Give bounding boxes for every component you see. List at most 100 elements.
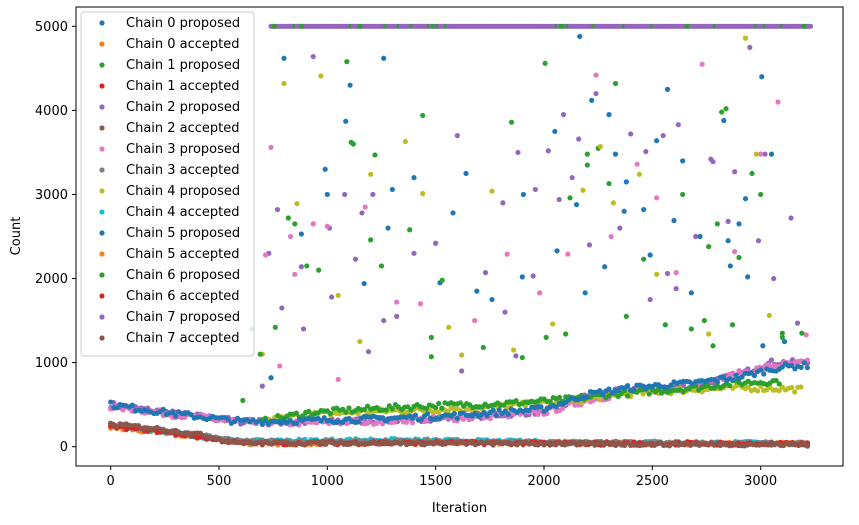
data-point (318, 73, 324, 79)
data-point (654, 195, 660, 201)
series-12 (240, 109, 805, 404)
data-point (519, 274, 525, 280)
data-point (688, 290, 694, 296)
data-point (463, 170, 469, 177)
band-point (327, 410, 334, 417)
band-point (553, 404, 559, 410)
band-point (754, 388, 761, 394)
y-axis-label: Count (9, 217, 24, 256)
data-point (335, 292, 341, 298)
data-point (556, 196, 562, 203)
data-point (673, 270, 679, 276)
data-point (474, 288, 480, 294)
data-point (593, 90, 599, 97)
data-point (368, 237, 374, 243)
band-point (776, 381, 782, 387)
data-point (262, 252, 269, 258)
legend-item: Chain 7 proposed (99, 310, 240, 325)
data-point (794, 320, 801, 326)
data-point (723, 106, 729, 112)
data-point (310, 221, 316, 227)
legend-marker (99, 62, 105, 68)
ceiling-points (268, 23, 814, 29)
legend-label: Chain 2 proposed (126, 100, 240, 115)
data-point (370, 191, 376, 198)
band-point (108, 399, 114, 405)
band-point (739, 374, 745, 380)
data-point (343, 118, 349, 124)
band-point (445, 408, 451, 415)
legend-item: Chain 5 proposed (99, 226, 240, 241)
band-point (526, 407, 532, 414)
data-point (727, 263, 733, 269)
data-point (502, 309, 508, 315)
data-point (508, 119, 515, 125)
data-point (688, 326, 694, 332)
data-point (489, 188, 495, 194)
data-point (664, 86, 671, 92)
data-point (565, 251, 571, 257)
x-tick-label: 1000 (311, 474, 344, 489)
data-point (268, 375, 274, 381)
legend-marker (99, 335, 105, 341)
data-point (361, 280, 367, 287)
data-point (701, 317, 707, 324)
series-10 (268, 118, 788, 381)
data-point (459, 368, 465, 374)
legend-item: Chain 0 proposed (99, 16, 240, 31)
band-point (344, 420, 350, 427)
series-0 (281, 33, 775, 303)
data-point (710, 343, 716, 349)
data-point (706, 331, 712, 337)
y-tick-label: 3000 (35, 188, 68, 203)
data-point (272, 324, 278, 330)
data-point (634, 161, 640, 167)
data-point (335, 376, 341, 383)
data-point (500, 200, 506, 206)
legend-item: Chain 4 proposed (99, 184, 240, 199)
band-point (306, 408, 312, 414)
band-point (606, 386, 612, 392)
data-point (736, 221, 742, 227)
data-point (803, 332, 809, 338)
band-point (801, 360, 807, 366)
band-point (538, 404, 544, 410)
data-point (542, 60, 548, 66)
data-point (294, 201, 300, 207)
axes-frame (75, 6, 844, 467)
data-point (552, 128, 558, 135)
data-point (758, 191, 764, 198)
data-point (758, 151, 764, 157)
data-point (580, 187, 586, 193)
data-point (647, 296, 653, 303)
legend-label: Chain 5 accepted (126, 247, 240, 262)
data-point (433, 240, 439, 246)
band-point (293, 420, 299, 427)
y-tick-label: 4000 (35, 104, 68, 119)
legend-label: Chain 5 proposed (126, 226, 240, 241)
legend-label: Chain 2 accepted (126, 121, 240, 136)
data-point (274, 206, 281, 213)
data-point (359, 210, 365, 216)
data-point (240, 397, 246, 404)
x-axis-ticks: 0 500 1000 1500 2000 2500 3000 (107, 466, 777, 489)
data-point (519, 354, 525, 361)
data-point (593, 72, 599, 78)
data-point (584, 151, 590, 157)
data-point (584, 162, 590, 168)
y-tick-label: 0 (60, 440, 68, 455)
data-point (292, 271, 298, 277)
data-point (257, 351, 263, 357)
legend-item: Chain 3 accepted (99, 163, 240, 178)
x-tick-label: 3000 (744, 474, 777, 489)
series-6 (262, 61, 809, 383)
band-point (383, 407, 389, 413)
data-point (573, 201, 580, 208)
band-point (365, 420, 371, 426)
legend-label: Chain 1 proposed (126, 58, 240, 73)
data-point (420, 112, 426, 119)
data-point (610, 200, 616, 206)
data-point (747, 44, 753, 50)
data-point (699, 61, 705, 67)
